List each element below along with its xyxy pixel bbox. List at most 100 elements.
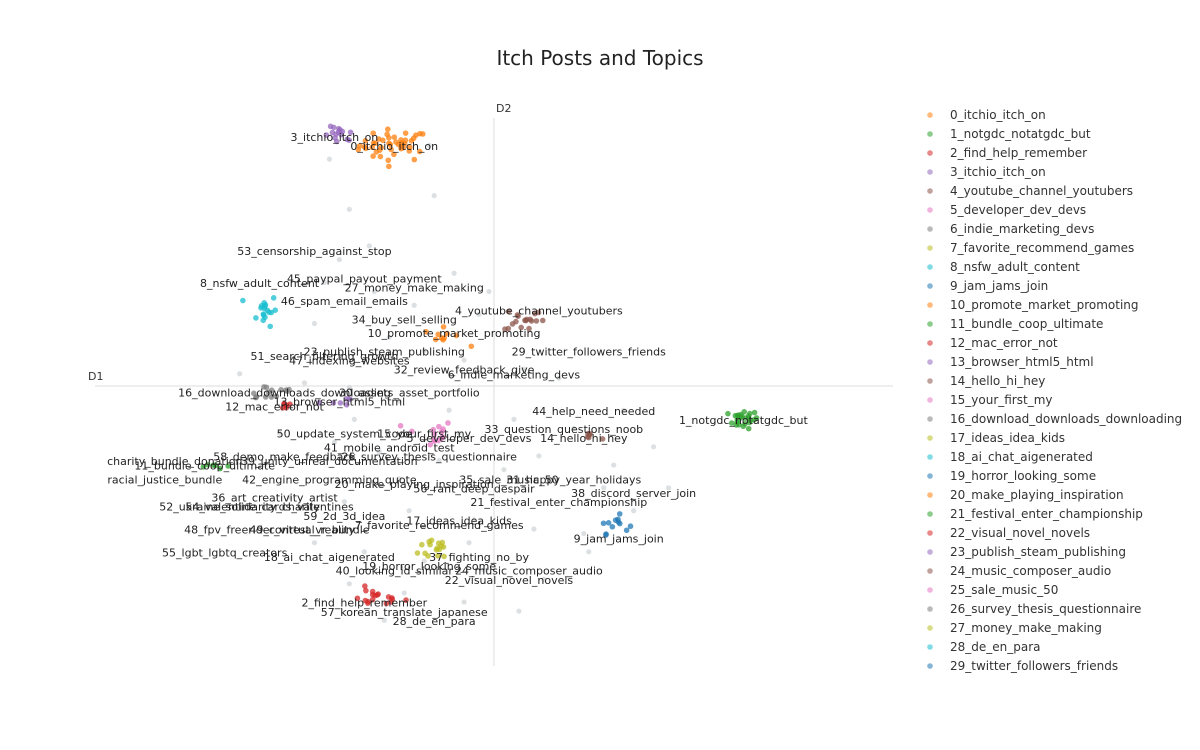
background-point [301, 380, 308, 386]
data-point [397, 422, 404, 429]
data-point [330, 400, 337, 406]
data-point [391, 151, 397, 158]
legend-item: 19_horror_looking_some [927, 469, 1096, 483]
background-point [336, 256, 342, 263]
legend-label: 10_promote_market_promoting [950, 298, 1139, 312]
legend-label: 6_indie_marketing_devs [950, 222, 1094, 236]
data-point [343, 401, 350, 408]
background-point [261, 462, 268, 468]
legend-item: 18_ai_chat_aigenerated [927, 450, 1093, 464]
data-point [393, 139, 399, 145]
data-point [742, 415, 749, 421]
data-point [253, 315, 259, 321]
cluster-label: 41_mobile_android_test [324, 441, 455, 454]
legend-item: 22_visual_novel_novels [927, 526, 1090, 540]
data-point [539, 317, 546, 324]
data-point [425, 553, 431, 559]
data-point [354, 595, 361, 602]
cluster-label: 54_valentine_cards_valentines [185, 501, 354, 514]
background-point [651, 444, 657, 450]
cluster-label: 15_your_first_my [377, 428, 471, 441]
cluster-label: 33_question_questions_noob [484, 423, 643, 436]
legend-label: 15_your_first_my [950, 393, 1053, 407]
data-point [439, 434, 446, 440]
background-point [366, 243, 372, 249]
legend-marker [927, 283, 933, 289]
cluster-label: 57_korean_translate_japanese [321, 606, 488, 619]
background-point [456, 430, 462, 436]
data-point [204, 461, 211, 468]
background-point [351, 416, 357, 422]
data-point [264, 307, 271, 314]
cluster-label: 8_nsfw_adult_content [200, 277, 320, 290]
data-point [468, 343, 475, 350]
data-point [278, 387, 284, 393]
data-point [751, 409, 758, 416]
cluster-points [200, 123, 760, 607]
legend-label: 11_bundle_coop_ultimate [950, 317, 1103, 331]
x-axis-label: D1 [88, 370, 103, 383]
cluster-label: 22_visual_novel_novels [445, 574, 574, 587]
cluster-label: 12_mac_error_not [225, 400, 324, 413]
data-point [361, 143, 368, 150]
cluster-label: 32_review_feedback_give [394, 364, 535, 377]
data-point [388, 146, 394, 153]
cluster-label: 6_indie_marketing_devs [448, 368, 581, 381]
cluster-label: 46_spam_email_emails [281, 295, 408, 308]
legend-item: 0_itchio_itch_on [927, 108, 1046, 122]
data-point [408, 138, 415, 144]
background-point [511, 416, 517, 422]
data-point [323, 132, 330, 138]
background-point [431, 193, 437, 199]
data-point [370, 140, 377, 146]
legend-marker [927, 169, 933, 175]
cluster-label: 50_update_system_code [277, 428, 413, 441]
cluster-label: 17_ideas_idea_kids [406, 514, 512, 527]
background-point [571, 425, 577, 432]
legend-marker [927, 587, 933, 593]
background-point [581, 530, 587, 537]
data-point [260, 317, 267, 324]
data-point [432, 336, 439, 343]
legend-marker [927, 359, 933, 365]
legend-item: 26_survey_thesis_questionnaire [927, 602, 1141, 616]
data-point [414, 550, 421, 556]
cluster-label: racial_justice_bundle [107, 473, 222, 486]
legend-marker [927, 530, 933, 536]
cluster-label: 53_censorship_against_stop [237, 245, 391, 258]
series-14_hello_hi_hey [584, 430, 606, 442]
legend-marker [927, 207, 933, 213]
legend-item: 20_make_playing_inspiration [927, 488, 1124, 502]
background-point [237, 371, 243, 377]
background-point [396, 398, 402, 404]
background-point [461, 357, 467, 363]
legend-marker [927, 245, 933, 251]
data-point [419, 541, 425, 548]
legend-label: 27_money_make_making [950, 621, 1102, 635]
cluster-label: 36_art_creativity_artist [211, 492, 338, 505]
cluster-label: 2_find_help_remember [301, 597, 427, 610]
data-point [283, 402, 290, 409]
cluster-label: 16_download_downloads_downloading [178, 387, 391, 400]
cluster-label: 42_engine_programming_quote [242, 473, 417, 486]
cluster-label: 9_jam_jams_join [574, 533, 664, 546]
data-point [533, 318, 540, 324]
legend-label: 1_notgdc_notatgdc_but [950, 127, 1091, 141]
background-point [621, 407, 627, 413]
legend-label: 22_visual_novel_novels [950, 526, 1090, 540]
background-point [386, 334, 392, 340]
legend-label: 21_festival_enter_championship [950, 507, 1143, 521]
legend-marker [927, 226, 933, 232]
series-11_bundle_coop_ultimate [200, 461, 231, 472]
data-point [523, 316, 530, 323]
data-point [616, 511, 623, 517]
background-point [421, 558, 427, 564]
data-point [337, 400, 344, 406]
data-point [505, 308, 512, 315]
background-point [311, 540, 318, 546]
cluster-label: 49_contest_vr_bundle [249, 524, 369, 537]
legend-label: 23_publish_steam_publishing [950, 545, 1126, 559]
legend-item: 12_mac_error_not [927, 336, 1058, 350]
background-point [521, 366, 527, 372]
